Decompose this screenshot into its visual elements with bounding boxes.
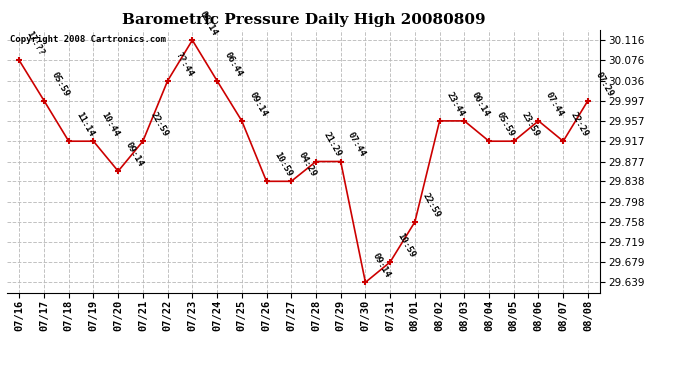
- Text: 22:59: 22:59: [420, 191, 442, 219]
- Text: 07:44: 07:44: [346, 131, 368, 159]
- Text: 23:44: 23:44: [445, 90, 466, 118]
- Text: 00:14: 00:14: [470, 90, 491, 118]
- Text: 08:14: 08:14: [198, 10, 219, 38]
- Text: Copyright 2008 Cartronics.com: Copyright 2008 Cartronics.com: [10, 35, 166, 44]
- Text: 05:59: 05:59: [495, 111, 516, 138]
- Text: 23:59: 23:59: [520, 111, 540, 138]
- Text: 06:44: 06:44: [223, 50, 244, 78]
- Text: 07:44: 07:44: [544, 90, 565, 118]
- Text: 22:29: 22:29: [569, 111, 590, 138]
- Text: 17:??: 17:??: [25, 30, 46, 58]
- Text: 09:14: 09:14: [247, 90, 268, 118]
- Text: 21:29: 21:29: [322, 131, 343, 159]
- Text: 10:59: 10:59: [395, 231, 417, 259]
- Text: 11:14: 11:14: [75, 111, 95, 138]
- Text: 10:44: 10:44: [99, 111, 120, 138]
- Text: 22:59: 22:59: [148, 111, 170, 138]
- Text: 07:29: 07:29: [593, 70, 615, 98]
- Text: 09:14: 09:14: [124, 141, 145, 168]
- Text: 09:14: 09:14: [371, 252, 392, 280]
- Text: 05:59: 05:59: [50, 70, 71, 98]
- Text: 10:59: 10:59: [272, 151, 293, 178]
- Text: 04:29: 04:29: [297, 151, 318, 178]
- Title: Barometric Pressure Daily High 20080809: Barometric Pressure Daily High 20080809: [122, 13, 485, 27]
- Text: ??:44: ??:44: [173, 50, 195, 78]
